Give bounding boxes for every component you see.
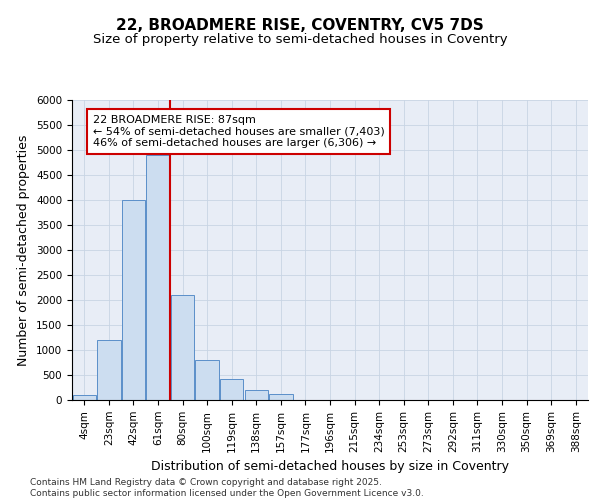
- Text: 22 BROADMERE RISE: 87sqm
← 54% of semi-detached houses are smaller (7,403)
46% o: 22 BROADMERE RISE: 87sqm ← 54% of semi-d…: [93, 115, 385, 148]
- X-axis label: Distribution of semi-detached houses by size in Coventry: Distribution of semi-detached houses by …: [151, 460, 509, 473]
- Bar: [220, 378, 244, 400]
- Bar: [97, 340, 121, 400]
- Bar: [171, 295, 194, 400]
- Bar: [269, 394, 293, 400]
- Bar: [245, 390, 268, 400]
- Text: Contains HM Land Registry data © Crown copyright and database right 2025.
Contai: Contains HM Land Registry data © Crown c…: [30, 478, 424, 498]
- Bar: [73, 395, 96, 400]
- Text: Size of property relative to semi-detached houses in Coventry: Size of property relative to semi-detach…: [92, 32, 508, 46]
- Y-axis label: Number of semi-detached properties: Number of semi-detached properties: [17, 134, 31, 366]
- Bar: [196, 360, 219, 400]
- Text: 22, BROADMERE RISE, COVENTRY, CV5 7DS: 22, BROADMERE RISE, COVENTRY, CV5 7DS: [116, 18, 484, 32]
- Bar: [146, 155, 170, 400]
- Bar: [122, 200, 145, 400]
